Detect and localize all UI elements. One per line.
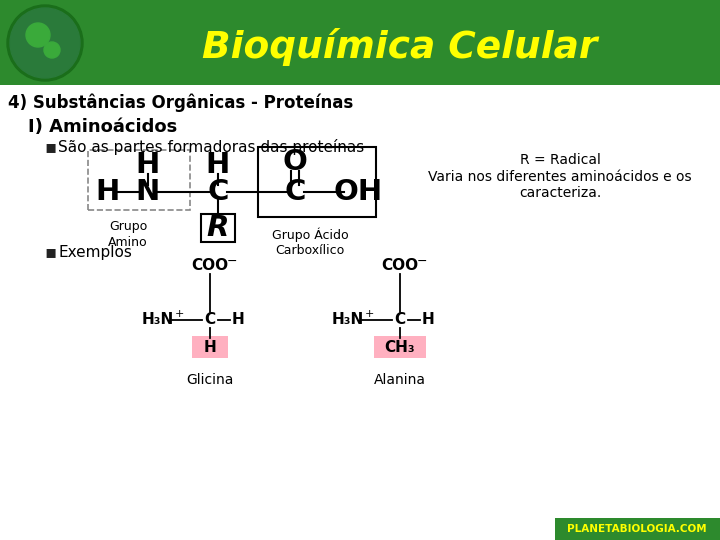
Text: COO: COO <box>382 258 418 273</box>
Text: São as partes formadoras das proteínas: São as partes formadoras das proteínas <box>58 139 364 155</box>
Text: −: − <box>227 254 238 267</box>
Text: +: + <box>364 309 374 319</box>
Bar <box>201 214 235 242</box>
Bar <box>88 150 190 210</box>
Bar <box>0 0 720 85</box>
Text: Exemplos: Exemplos <box>58 245 132 260</box>
Text: ▪: ▪ <box>44 243 56 261</box>
Circle shape <box>44 42 60 58</box>
Text: H: H <box>422 313 434 327</box>
Text: O: O <box>282 148 307 176</box>
Text: Varia nos diferentes aminoácidos e os: Varia nos diferentes aminoácidos e os <box>428 170 692 184</box>
Bar <box>0 85 720 540</box>
Bar <box>0 0 90 85</box>
Circle shape <box>26 23 50 47</box>
Text: COO: COO <box>192 258 228 273</box>
Text: Glicina: Glicina <box>186 373 234 387</box>
Text: H₃N: H₃N <box>142 313 174 327</box>
Text: R: R <box>207 214 229 242</box>
Text: caracteriza.: caracteriza. <box>519 186 601 200</box>
Text: H: H <box>136 151 160 179</box>
Text: C: C <box>395 313 405 327</box>
Text: H: H <box>96 178 120 206</box>
Circle shape <box>7 5 83 81</box>
Text: N: N <box>136 178 160 206</box>
Text: Bioquímica Celular: Bioquímica Celular <box>202 28 598 66</box>
Text: I) Aminoácidos: I) Aminoácidos <box>28 118 177 136</box>
Bar <box>0 0 720 15</box>
Text: Alanina: Alanina <box>374 373 426 387</box>
Bar <box>258 147 376 217</box>
Text: Grupo Ácido
Carboxílico: Grupo Ácido Carboxílico <box>271 227 348 258</box>
Bar <box>192 336 228 358</box>
Text: H: H <box>232 313 244 327</box>
Text: CH₃: CH₃ <box>384 340 415 354</box>
Text: C: C <box>207 178 229 206</box>
Text: Grupo
Amino: Grupo Amino <box>108 220 148 249</box>
Circle shape <box>10 8 80 78</box>
Text: PLANETABIOLOGIA.COM: PLANETABIOLOGIA.COM <box>567 524 707 534</box>
Text: −: − <box>417 254 427 267</box>
Bar <box>374 336 426 358</box>
Text: H: H <box>206 151 230 179</box>
Text: R = Radical: R = Radical <box>520 153 600 167</box>
Text: C: C <box>284 178 306 206</box>
Text: C: C <box>204 313 215 327</box>
Text: ▪: ▪ <box>44 138 56 156</box>
Text: OH: OH <box>333 178 382 206</box>
Text: +: + <box>174 309 184 319</box>
Text: 4) Substâncias Orgânicas - Proteínas: 4) Substâncias Orgânicas - Proteínas <box>8 94 354 112</box>
Text: H: H <box>204 340 217 354</box>
Text: H₃N: H₃N <box>332 313 364 327</box>
Bar <box>555 518 720 540</box>
